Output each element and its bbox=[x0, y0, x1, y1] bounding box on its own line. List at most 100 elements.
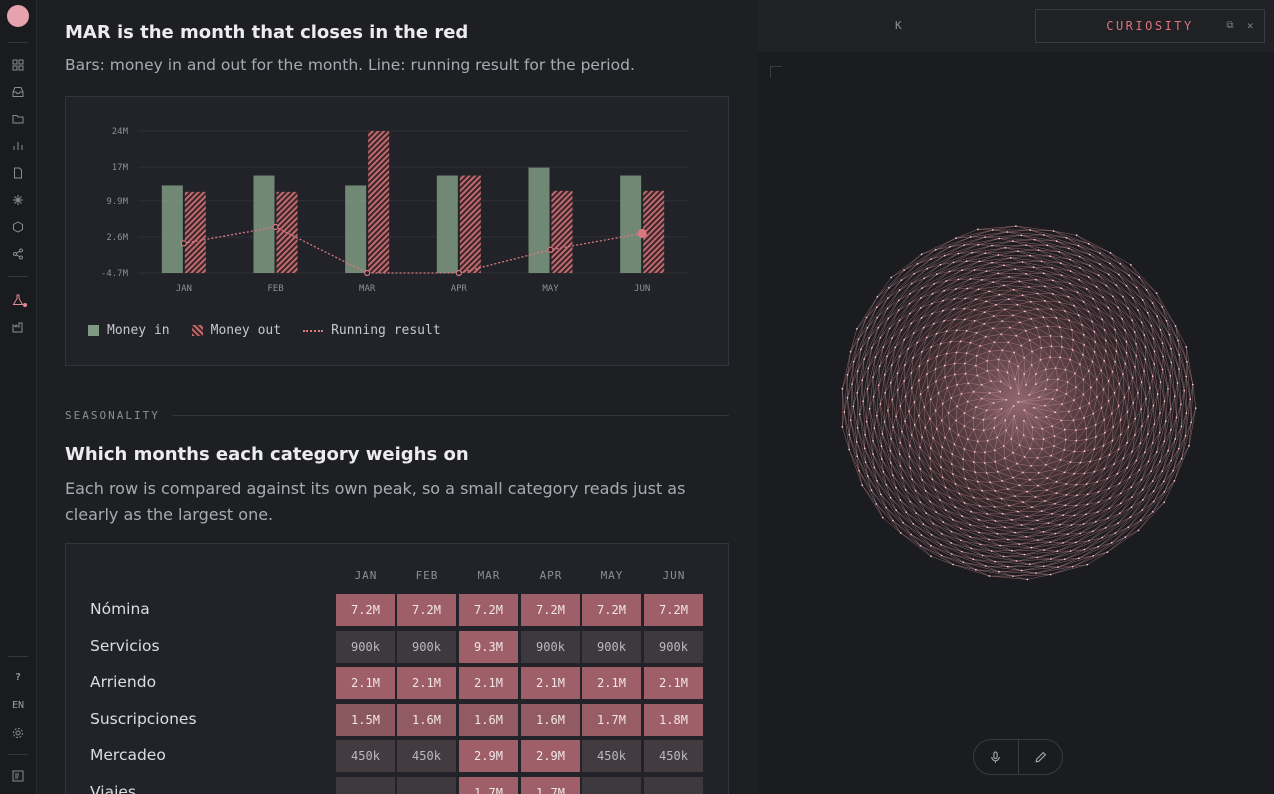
edit-button[interactable] bbox=[1017, 740, 1063, 774]
heatmap-cell[interactable]: 450k bbox=[336, 740, 395, 773]
heatmap-column-header: APR bbox=[539, 569, 563, 582]
avatar[interactable] bbox=[7, 5, 29, 27]
y-tick-label: 2.6M bbox=[106, 233, 128, 243]
legend-item-money-in: Money in bbox=[88, 323, 170, 338]
heatmap-cell[interactable]: 7.2M bbox=[397, 594, 456, 626]
heatmap-cell[interactable]: 7.2M bbox=[521, 594, 580, 626]
heatmap-row-label: Nómina bbox=[90, 600, 150, 618]
heatmap-column-header: FEB bbox=[415, 569, 439, 582]
share-icon[interactable] bbox=[11, 247, 25, 261]
language-button[interactable]: EN bbox=[11, 700, 25, 711]
running-result-point bbox=[637, 228, 647, 239]
running-result-point bbox=[455, 269, 462, 277]
heatmap-row-label: Mercadeo bbox=[90, 746, 166, 765]
curiosity-label: CURIOSITY bbox=[1106, 19, 1194, 33]
icon-rail: ? EN bbox=[0, 0, 37, 794]
section-header: SEASONALITY bbox=[65, 409, 729, 422]
microphone-button[interactable] bbox=[974, 740, 1018, 774]
bar-money-in bbox=[253, 175, 275, 273]
inbox-icon[interactable] bbox=[11, 85, 25, 99]
legend-swatch bbox=[191, 325, 203, 336]
bar-money-in bbox=[161, 185, 183, 273]
heatmap-cell[interactable]: 2.1M bbox=[397, 667, 456, 700]
pencil-icon bbox=[1035, 751, 1046, 763]
y-tick-label: 24M bbox=[112, 127, 129, 137]
bar-chart-icon[interactable] bbox=[11, 139, 25, 153]
close-icon[interactable]: ✕ bbox=[1246, 19, 1256, 32]
heatmap-cell[interactable]: 2.1M bbox=[644, 667, 703, 700]
external-link-icon[interactable]: ⧉ bbox=[1226, 20, 1236, 31]
settings-gear-icon[interactable] bbox=[11, 726, 25, 740]
folder-icon[interactable] bbox=[11, 112, 25, 126]
heatmap-cell[interactable]: 9.3M bbox=[459, 630, 518, 663]
heatmap-cell[interactable]: 1.7M bbox=[582, 703, 641, 736]
shortcut-tab[interactable]: K bbox=[895, 19, 902, 32]
heatmap-cell[interactable]: 7.2M bbox=[336, 594, 395, 626]
bar-money-in bbox=[528, 167, 550, 273]
bar-money-out bbox=[368, 131, 390, 273]
flask-icon[interactable] bbox=[11, 293, 25, 307]
heatmap-cell[interactable]: 900k bbox=[582, 630, 641, 663]
heatmap-cell[interactable]: 1.6M bbox=[521, 703, 580, 736]
x-tick-label: JUN bbox=[634, 284, 650, 294]
orb-edges bbox=[842, 225, 1196, 580]
heatmap-cell[interactable]: 1.5M bbox=[336, 703, 395, 736]
heatmap-cell[interactable]: 2.1M bbox=[336, 667, 395, 700]
heatmap-cell[interactable]: 7.2M bbox=[644, 594, 703, 626]
curiosity-tab[interactable]: CURIOSITY ⧉ ✕ bbox=[1035, 9, 1265, 43]
seasonality-heatmap: JAN FEB MAR APR MAY JUN Nómina 7.2M 7.2M 7.2M 7.2M… bbox=[65, 543, 729, 794]
document-icon[interactable] bbox=[11, 166, 25, 180]
cashflow-chart: 24M 17M 9.9M 2.6M -4.7M JAN FEB MAR APR MAY JUN bbox=[101, 127, 688, 294]
heatmap-row-label: Viajes bbox=[90, 783, 136, 794]
heatmap-cell[interactable]: 2.1M bbox=[459, 667, 518, 700]
heatmap-cell[interactable]: 900k bbox=[397, 630, 456, 663]
bar-money-in bbox=[345, 185, 367, 273]
legend-label: Money out bbox=[210, 323, 282, 338]
x-tick-label: MAR bbox=[359, 284, 376, 294]
heatmap-cell[interactable]: 2.9M bbox=[521, 740, 580, 773]
legend-item-running: Running result bbox=[303, 323, 441, 338]
heatmap-cell[interactable]: 900k bbox=[644, 630, 703, 663]
heatmap-cell[interactable]: 450k bbox=[582, 740, 641, 773]
notification-dot bbox=[23, 303, 27, 307]
heatmap-cell[interactable]: 900k bbox=[521, 630, 580, 663]
heatmap-column-header: JAN bbox=[354, 569, 378, 582]
heatmap-cell[interactable] bbox=[582, 777, 641, 794]
bar-money-out bbox=[551, 190, 573, 273]
hexagon-icon[interactable] bbox=[11, 220, 25, 234]
heatmap-cell[interactable]: 7.2M bbox=[582, 594, 641, 626]
orb-mesh bbox=[830, 214, 1206, 590]
heatmap-column-header: MAY bbox=[600, 569, 624, 582]
running-result-point bbox=[272, 223, 279, 231]
heatmap-cell[interactable]: 450k bbox=[397, 740, 456, 773]
heatmap-row-label: Servicios bbox=[90, 636, 160, 655]
help-button[interactable]: ? bbox=[14, 672, 22, 683]
heatmap-cell[interactable] bbox=[397, 777, 456, 794]
heatmap-column-header: MAR bbox=[477, 569, 501, 582]
factory-icon[interactable] bbox=[11, 320, 25, 334]
heatmap-cell[interactable] bbox=[336, 777, 395, 794]
heatmap-cell[interactable]: 1.6M bbox=[459, 703, 518, 736]
heatmap-cell[interactable]: 2.1M bbox=[521, 667, 580, 700]
heatmap-cell[interactable] bbox=[644, 777, 703, 794]
heatmap-cell[interactable]: 1.6M bbox=[397, 703, 456, 736]
heatmap-cell[interactable]: 900k bbox=[336, 630, 395, 663]
heatmap-cell[interactable]: 1.7M bbox=[459, 777, 518, 794]
legend-item-money-out: Money out bbox=[191, 323, 282, 338]
main-content: MAR is the month that closes in the red … bbox=[38, 0, 758, 794]
heatmap-cell[interactable]: 450k bbox=[644, 740, 703, 773]
heatmap-cell[interactable]: 2.9M bbox=[459, 740, 518, 773]
heatmap-cell[interactable]: 1.7M bbox=[521, 777, 580, 794]
y-tick-label: -4.7M bbox=[101, 269, 129, 279]
sparkle-icon[interactable] bbox=[11, 193, 25, 207]
panel-toggle-icon[interactable] bbox=[11, 769, 25, 783]
panel-header: K CURIOSITY ⧉ ✕ bbox=[758, 0, 1274, 52]
heatmap-cell[interactable]: 1.8M bbox=[644, 703, 703, 736]
dashboard-icon[interactable] bbox=[11, 58, 25, 72]
bar-money-in bbox=[436, 175, 458, 273]
bar-money-out bbox=[643, 190, 665, 273]
running-result-line bbox=[183, 226, 643, 274]
y-tick-label: 9.9M bbox=[106, 197, 128, 207]
heatmap-cell[interactable]: 7.2M bbox=[459, 594, 518, 626]
heatmap-cell[interactable]: 2.1M bbox=[582, 667, 641, 700]
